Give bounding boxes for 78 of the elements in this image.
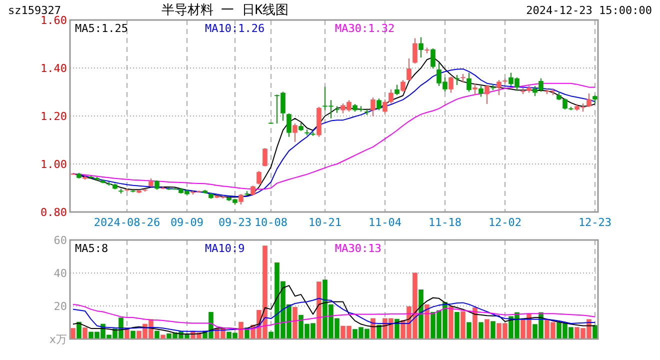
x-tick-label: 12-23 bbox=[578, 216, 612, 229]
candlestick bbox=[376, 98, 382, 111]
candlestick bbox=[388, 88, 394, 104]
y-tick-label: 40 bbox=[54, 267, 67, 280]
bar bbox=[70, 328, 76, 339]
text: MA5:1.25 bbox=[75, 22, 128, 35]
bar bbox=[238, 322, 244, 339]
text: 2024-12-23 15:00:00 bbox=[526, 4, 652, 17]
chart-title: 半导材料 一 日K线图 bbox=[161, 3, 289, 18]
x-tick-label: 09-09 bbox=[170, 216, 204, 229]
candlestick bbox=[412, 38, 418, 64]
bar bbox=[472, 307, 478, 339]
bar bbox=[76, 322, 82, 339]
candlestick bbox=[484, 84, 490, 104]
bar bbox=[418, 290, 424, 339]
bar bbox=[154, 330, 160, 339]
candlestick bbox=[496, 80, 502, 96]
candlestick bbox=[154, 180, 160, 190]
candlestick bbox=[250, 185, 256, 196]
x-tick-label: 2024-08-26 bbox=[94, 216, 160, 229]
bar bbox=[592, 325, 598, 339]
candlestick bbox=[586, 92, 592, 108]
candlestick bbox=[238, 194, 244, 206]
candlestick bbox=[472, 82, 478, 96]
candlestick bbox=[400, 80, 406, 92]
y-tick-label: x万 bbox=[49, 333, 67, 346]
line-series bbox=[72, 304, 596, 330]
y-tick-label: 0.80 bbox=[40, 206, 67, 219]
bar bbox=[484, 319, 490, 339]
line-series bbox=[72, 285, 596, 335]
bar bbox=[478, 322, 484, 339]
y-tick-label: 1.20 bbox=[40, 110, 67, 123]
bar bbox=[448, 306, 454, 339]
candlestick bbox=[286, 112, 292, 138]
y-tick-label: 20 bbox=[54, 300, 67, 313]
text: MA30:13 bbox=[335, 242, 382, 255]
bar bbox=[490, 321, 496, 339]
x-tick-label: 10-21 bbox=[308, 216, 342, 229]
bar bbox=[424, 304, 430, 339]
candlestick bbox=[382, 98, 388, 114]
candlestick bbox=[454, 74, 460, 86]
bar bbox=[130, 330, 136, 339]
bar bbox=[160, 334, 166, 339]
candlestick bbox=[418, 36, 424, 58]
candlestick bbox=[406, 58, 412, 82]
text: MA10:1.26 bbox=[205, 22, 265, 35]
candlestick bbox=[256, 170, 262, 185]
text: MA30:1.32 bbox=[335, 22, 395, 35]
bar bbox=[376, 324, 382, 339]
candlestick bbox=[430, 48, 436, 69]
bar bbox=[292, 306, 298, 339]
x-tick-label: 10-08 bbox=[254, 216, 288, 229]
bar bbox=[124, 328, 130, 339]
text: sz159327 bbox=[8, 4, 61, 17]
candlestick bbox=[478, 86, 484, 98]
candlestick bbox=[262, 148, 268, 167]
text: MA5:8 bbox=[75, 242, 108, 255]
bar bbox=[394, 318, 400, 339]
candlestick bbox=[292, 122, 298, 142]
candlestick bbox=[466, 72, 472, 92]
line-series bbox=[72, 298, 596, 332]
x-tick-label: 12-02 bbox=[488, 216, 522, 229]
bar bbox=[454, 312, 460, 339]
bar bbox=[460, 311, 466, 339]
x-tick-label: 09-23 bbox=[218, 216, 252, 229]
candlestick bbox=[448, 76, 454, 94]
candlestick bbox=[370, 97, 376, 117]
bar bbox=[82, 327, 88, 339]
y-tick-label: 1.40 bbox=[40, 62, 67, 75]
y-tick-label: 1.00 bbox=[40, 158, 67, 171]
text: MA10:9 bbox=[205, 242, 245, 255]
x-tick-label: 11-18 bbox=[428, 216, 462, 229]
y-tick-label: 1.60 bbox=[40, 14, 67, 27]
candlestick bbox=[394, 84, 400, 96]
bar bbox=[466, 322, 472, 339]
bar bbox=[316, 282, 322, 339]
y-tick-label: 60 bbox=[54, 234, 67, 247]
x-tick-label: 11-04 bbox=[368, 216, 402, 229]
